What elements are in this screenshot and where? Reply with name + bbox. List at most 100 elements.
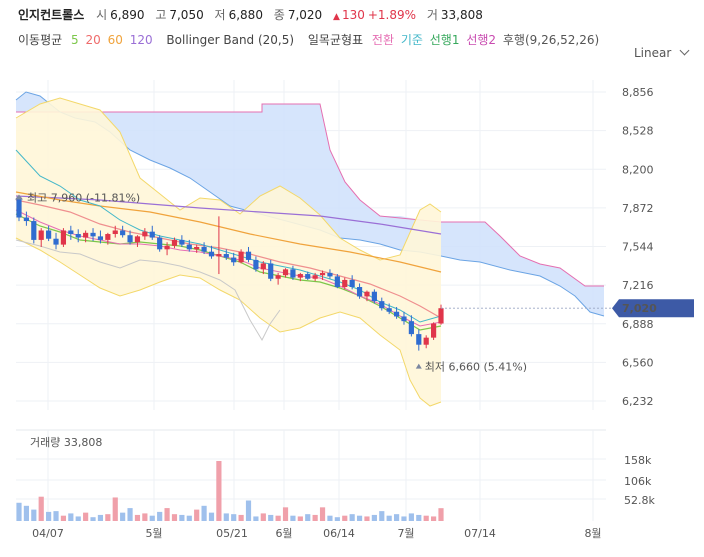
ichimoku-lagging[interactable]: 후행(9,26,52,26): [502, 33, 600, 47]
candle-body: [260, 263, 266, 270]
candle-body: [327, 272, 333, 277]
candle-body: [253, 259, 259, 270]
volume-bar: [149, 515, 155, 521]
candle-body: [297, 274, 303, 278]
x-tick-label: 7월: [397, 527, 414, 540]
candle-body: [423, 337, 429, 345]
ichimoku-span2[interactable]: 선행2: [466, 33, 497, 47]
indicator-legend: 이동평균 5 20 60 120 Bollinger Band (20,5) 일…: [18, 31, 604, 49]
x-tick-label: 04/07: [32, 527, 64, 540]
bollinger-label[interactable]: Bollinger Band (20,5): [166, 33, 295, 47]
ichimoku-span2-line: [16, 103, 604, 287]
volume-bar: [186, 515, 192, 521]
volume-bar: [68, 513, 74, 521]
volume-bar: [223, 513, 229, 521]
ma-20[interactable]: 20: [85, 33, 101, 47]
volume-bar: [127, 508, 133, 521]
volume-bar: [416, 514, 422, 521]
bollinger-lower: [15, 237, 442, 407]
quote-header: 인지컨트롤스 시 6,890 고 7,050 저 6,880 종 7,020 ▲ 130 +…: [18, 6, 490, 24]
candle-body: [31, 221, 37, 240]
candle-body: [157, 237, 163, 250]
change-value: 130: [341, 8, 365, 22]
volume-bar: [23, 505, 29, 521]
volume-bar: [245, 500, 252, 521]
ichimoku-conversion-line: [15, 209, 442, 327]
volume-bar: [282, 507, 289, 521]
candle-body: [282, 269, 289, 276]
volume-bar: [83, 512, 89, 521]
ichimoku-base[interactable]: 기준: [400, 33, 423, 47]
ichimoku-base-line: [15, 149, 442, 323]
volume-bar: [16, 502, 22, 521]
candle-body: [356, 287, 363, 297]
candle-body: [68, 230, 74, 235]
ichimoku-conversion[interactable]: 전환: [371, 33, 395, 47]
volume-bar: [194, 509, 200, 521]
volume-bar: [260, 513, 266, 521]
candle-body: [223, 254, 229, 258]
ma-label[interactable]: 이동평균: [18, 33, 63, 47]
volume-bar: [179, 514, 185, 521]
candle-body: [97, 236, 104, 240]
ma-60[interactable]: 60: [107, 33, 123, 47]
volume-bar: [356, 515, 363, 521]
ma-120[interactable]: 120: [129, 33, 153, 47]
volume-bar: [305, 514, 311, 521]
scale-label: Linear: [634, 46, 672, 60]
volume-bar: [431, 516, 437, 521]
ichimoku-span1[interactable]: 선행1: [429, 33, 460, 47]
volume-bar: [120, 512, 126, 521]
volume-bar: [275, 515, 281, 521]
candle-body: [208, 251, 215, 257]
candle-body: [305, 274, 311, 279]
open-value: 6,890: [110, 8, 145, 22]
volume-bar: [31, 509, 37, 521]
close-label: 종: [273, 8, 285, 22]
candle-body: [120, 230, 126, 236]
candle-body: [216, 254, 222, 257]
ichimoku-cloud: [16, 92, 604, 316]
current-price-label: 7,020: [622, 302, 657, 315]
volume-bar: [201, 505, 207, 521]
volume-bar: [75, 516, 81, 521]
volume-tick-label: 158k: [624, 454, 652, 467]
candle-body: [201, 246, 207, 252]
ichimoku-label[interactable]: 일목균형표: [307, 33, 364, 47]
high-label: 고: [155, 8, 167, 22]
y-tick-label: 8,200: [622, 163, 654, 176]
volume-bar: [157, 511, 163, 521]
volume-bar: [334, 517, 340, 521]
ma-5[interactable]: 5: [71, 33, 79, 47]
ma-20-line: [15, 199, 442, 319]
candle-body: [319, 272, 326, 276]
candle-body: [245, 251, 252, 260]
high-marker-icon: [15, 194, 23, 200]
high-annotation: 최고 7,960 (-11.81%): [27, 192, 140, 205]
candle-body: [23, 217, 29, 222]
candle-body: [312, 275, 318, 279]
y-tick-label: 7,216: [622, 279, 654, 292]
candle-body: [134, 236, 141, 243]
volume-tick-label: 52.8k: [624, 494, 655, 507]
candle-body: [83, 232, 89, 238]
candle-body: [179, 239, 185, 245]
candle-body: [371, 291, 377, 302]
candle-body: [386, 308, 392, 312]
volume-bar: [53, 511, 59, 521]
y-tick-label: 7,544: [622, 241, 654, 254]
candle-body: [275, 275, 281, 279]
volume-bar: [216, 461, 222, 521]
candle-body: [16, 197, 22, 218]
scale-selector[interactable]: Linear: [634, 45, 690, 60]
volume-bar: [97, 514, 104, 521]
volume-title: 거래량 33,808: [30, 436, 102, 449]
volume-bar: [438, 508, 444, 521]
candle-body: [186, 244, 192, 250]
candle-body: [112, 230, 118, 235]
x-tick-label: 5월: [145, 527, 162, 540]
candle-body: [53, 238, 59, 245]
low-label: 저: [214, 8, 226, 22]
y-tick-label: 6,560: [622, 356, 654, 369]
